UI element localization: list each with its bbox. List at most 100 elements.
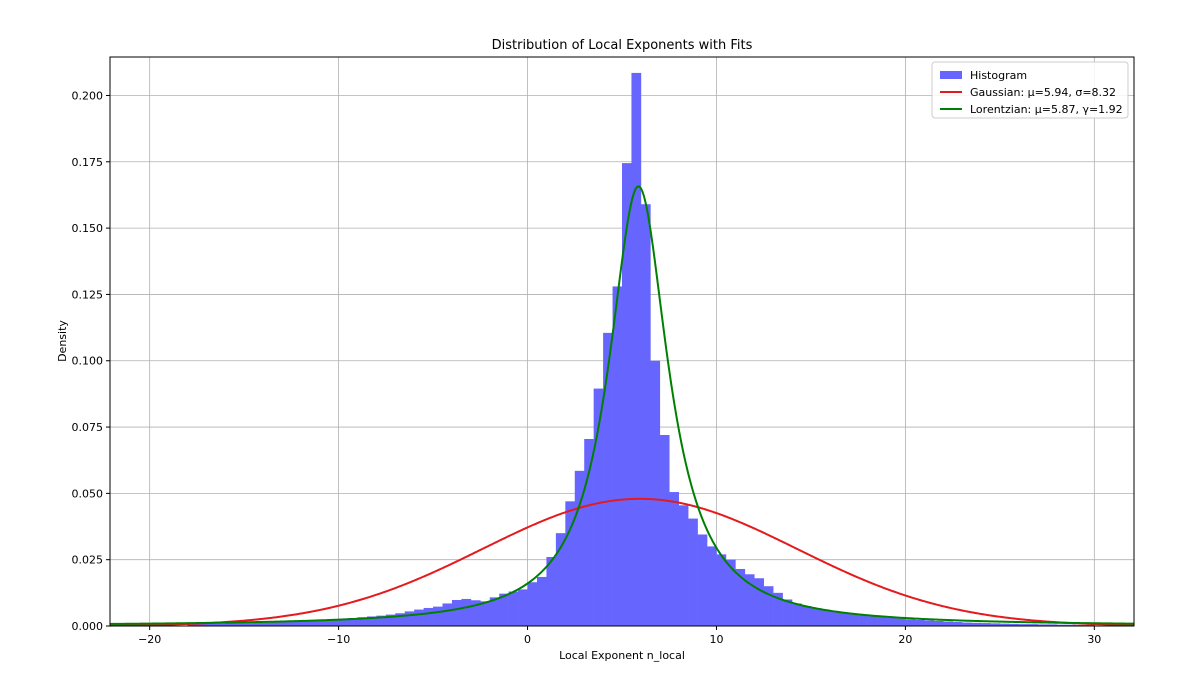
histogram-bar-62	[773, 592, 783, 626]
y-axis-label: Density	[56, 320, 69, 362]
histogram-bar-41	[574, 470, 585, 626]
histogram-bar-17	[348, 618, 358, 626]
histogram-bar-73	[877, 616, 887, 626]
histogram-bar-82	[962, 622, 972, 626]
x-axis-ticks: −20 −10 0 10 20 30	[138, 626, 1101, 646]
histogram-bar-65	[801, 606, 812, 626]
histogram-bar-36	[527, 582, 538, 626]
histogram-bar-40	[565, 501, 576, 626]
histogram-bar-59	[744, 574, 755, 626]
histogram-bar-68	[829, 611, 840, 626]
histogram-bar-48	[640, 204, 651, 627]
y-axis-ticks: 0.000 0.025 0.050 0.075 0.100 0.125 0.150 0.175…	[72, 89, 110, 633]
histogram-bar-76	[905, 619, 916, 626]
y-tick-label-1: 0.025	[72, 554, 104, 567]
histogram-bar-77	[914, 619, 925, 626]
y-tick-label-3: 0.075	[72, 421, 104, 434]
histogram-bar-13	[310, 620, 321, 626]
histogram-bar-47	[631, 72, 642, 627]
histogram-bar-15	[329, 619, 339, 626]
histogram-bars	[187, 72, 1095, 627]
histogram-bar-61	[763, 586, 774, 626]
x-tick-label-4: 20	[898, 633, 912, 646]
histogram-bar-29	[461, 598, 472, 626]
histogram-bar-34	[508, 591, 519, 626]
histogram-bar-75	[895, 618, 906, 626]
histogram-bar-57	[725, 559, 736, 626]
y-tick-label-2: 0.050	[72, 487, 104, 500]
histogram-bar-78	[924, 620, 935, 626]
histogram-bar-91	[1047, 624, 1057, 626]
histogram-bar-88	[1018, 624, 1029, 626]
legend-box	[931, 61, 1129, 119]
histogram-bar-72	[867, 616, 878, 626]
histogram-bar-31	[480, 601, 491, 626]
histogram-bar-10	[281, 621, 292, 626]
histogram-bar-95	[1084, 624, 1095, 626]
histogram-bar-63	[782, 599, 793, 626]
histogram-bar-44	[603, 332, 613, 626]
x-tick-label-3: 10	[709, 633, 723, 646]
histogram-bar-22	[395, 613, 406, 626]
histogram-bar-9	[272, 622, 283, 626]
chart-title: Distribution of Local Exponents with Fit…	[492, 38, 753, 53]
histogram-bar-25	[423, 607, 434, 626]
histogram-bar-87	[1009, 623, 1020, 626]
histogram-bar-86	[999, 623, 1010, 626]
histogram-bar-38	[546, 557, 557, 626]
histogram-bar-43	[593, 388, 604, 626]
histogram-bar-39	[555, 533, 566, 626]
histogram-bar-2	[206, 623, 217, 626]
histogram-bar-16	[338, 618, 349, 626]
histogram-bar-93	[1065, 624, 1076, 626]
histogram-bar-11	[291, 621, 302, 626]
histogram-bar-1	[196, 623, 207, 626]
histogram-bar-83	[971, 622, 982, 626]
histogram-bar-46	[622, 163, 632, 626]
histogram-bar-53	[688, 518, 698, 626]
legend-label-2: Lorentzian: μ=5.87, γ=1.92	[970, 103, 1123, 116]
histogram-bar-69	[839, 612, 850, 626]
y-tick-label-5: 0.125	[72, 288, 104, 301]
histogram-bar-8	[263, 622, 273, 626]
histogram-bar-7	[253, 622, 264, 626]
histogram-bar-94	[1075, 624, 1086, 626]
y-tick-label-4: 0.100	[72, 355, 104, 368]
histogram-bar-32	[489, 597, 500, 626]
histogram-bar-71	[858, 615, 868, 626]
histogram-bar-27	[442, 603, 453, 626]
histogram-bar-58	[735, 568, 746, 626]
histogram-bar-56	[716, 554, 727, 626]
histogram-bar-20	[376, 615, 387, 626]
histogram-bar-26	[433, 606, 443, 626]
histogram-bar-12	[300, 620, 311, 626]
histogram-bar-30	[470, 600, 481, 626]
legend-swatch-histogram	[940, 71, 962, 79]
histogram-bar-33	[499, 593, 509, 626]
histogram-bar-6	[244, 623, 254, 626]
y-tick-label-7: 0.175	[72, 156, 104, 169]
histogram-bar-90	[1037, 624, 1048, 626]
x-tick-label-0: −20	[138, 633, 161, 646]
histogram-bar-24	[414, 609, 424, 626]
x-tick-label-1: −10	[327, 633, 350, 646]
y-tick-label-0: 0.000	[72, 620, 104, 633]
histogram-bar-42	[584, 438, 594, 626]
histogram-bar-79	[933, 620, 944, 626]
histogram-bar-81	[952, 622, 963, 626]
histogram-bar-14	[319, 619, 330, 626]
histogram-bar-21	[385, 614, 396, 626]
gaussian-fit-line	[109, 497, 1135, 627]
histogram-bar-92	[1056, 624, 1067, 626]
x-tick-label-2: 0	[524, 633, 531, 646]
histogram-bar-66	[810, 607, 821, 626]
histogram-bar-52	[678, 505, 689, 626]
fit-curves	[109, 185, 1135, 627]
x-axis-label: Local Exponent n_local	[559, 649, 685, 662]
histogram-bar-70	[848, 614, 859, 626]
histogram-bar-3	[215, 623, 226, 626]
histogram-bar-5	[234, 623, 245, 626]
legend: Histogram Gaussian: μ=5.94, σ=8.32 Lorentz…	[931, 61, 1129, 119]
histogram-bar-67	[820, 609, 831, 626]
histogram-bar-60	[754, 578, 764, 626]
